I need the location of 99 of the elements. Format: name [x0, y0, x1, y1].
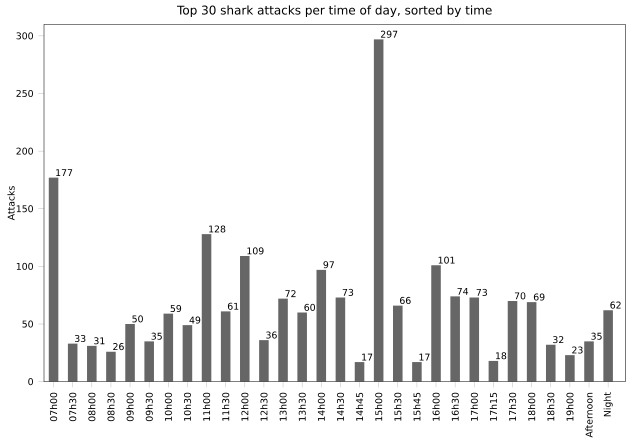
bar [164, 314, 174, 382]
data-label: 101 [438, 256, 455, 264]
data-label: 60 [304, 304, 316, 311]
x-tick-label: 08h30 [107, 392, 115, 422]
x-tick-label: 09h00 [126, 392, 134, 422]
x-tick-label: 14h45 [356, 392, 364, 421]
bar [508, 300, 518, 382]
data-label: 70 [514, 292, 526, 300]
bar [526, 302, 536, 382]
chart-title: Top 30 shark attacks per time of day, sorted by time [177, 5, 492, 17]
data-label: 17 [420, 354, 430, 360]
x-tick-label: 17h15 [490, 392, 497, 421]
data-label: 69 [534, 293, 544, 301]
data-label: 59 [170, 305, 182, 312]
x-tick-label: 14h30 [336, 392, 344, 421]
x-tick-label: 19h00 [566, 392, 574, 421]
bar [125, 324, 135, 382]
data-label: 72 [285, 290, 296, 298]
bar [220, 311, 230, 382]
data-label: 73 [342, 288, 354, 296]
bar [336, 298, 346, 382]
bar [488, 360, 498, 382]
x-tick-label: 17h30 [508, 392, 516, 421]
x-tick-label: 17h00 [470, 392, 478, 421]
x-tick-label: 14h00 [318, 392, 325, 421]
x-tick-label: 07h00 [50, 392, 58, 422]
x-tick-label: 15h00 [375, 392, 382, 421]
bar [48, 178, 58, 382]
data-label: 297 [380, 30, 398, 38]
bar [603, 310, 613, 382]
data-label: 31 [94, 337, 104, 344]
bar [182, 325, 192, 382]
data-label: 66 [400, 296, 411, 304]
bar [469, 298, 480, 382]
data-label: 128 [209, 225, 226, 233]
bar [412, 362, 422, 382]
data-label: 26 [113, 343, 124, 350]
x-tick-label: 12h00 [241, 392, 248, 421]
bar [584, 341, 594, 382]
bar [450, 296, 460, 382]
x-tick-label: 07h30 [69, 392, 76, 422]
data-label: 36 [266, 332, 277, 339]
x-tick-label: 09h30 [146, 392, 153, 422]
y-tick-label: 250 [16, 90, 33, 98]
y-tick-label: 150 [16, 205, 33, 212]
y-tick-label: 300 [16, 32, 33, 40]
bar [87, 346, 97, 382]
x-tick-label: 13h30 [298, 392, 306, 421]
data-label: 49 [189, 316, 200, 324]
x-tick-label: 11h00 [202, 392, 210, 421]
x-tick-label: 18h30 [547, 392, 554, 421]
x-tick-label: Night [604, 392, 613, 416]
data-label: 74 [458, 288, 468, 295]
bar [68, 344, 78, 382]
x-tick-label: 12h30 [260, 392, 268, 421]
bar [316, 270, 326, 382]
bar [202, 234, 212, 382]
data-label: 50 [132, 315, 143, 322]
data-label: 62 [610, 302, 621, 309]
x-tick-label: 08h00 [88, 392, 96, 422]
x-tick-label: 16h30 [452, 392, 459, 421]
bar [144, 341, 154, 382]
data-label: 73 [476, 288, 487, 296]
bar [297, 312, 307, 382]
bar [240, 256, 250, 382]
data-label: 97 [323, 261, 334, 268]
bar [374, 39, 384, 382]
x-tick-label: 10h00 [164, 392, 172, 421]
x-tick-label: 11h30 [222, 392, 230, 421]
x-tick-label: 13h00 [279, 392, 287, 421]
x-tick-label: Afternoon [585, 392, 593, 438]
bar [565, 355, 575, 382]
bar [354, 362, 364, 382]
y-tick-label: 200 [16, 148, 33, 155]
data-label: 18 [496, 352, 506, 360]
data-label: 35 [591, 332, 602, 340]
data-label: 32 [553, 336, 564, 344]
y-tick-label: 100 [16, 262, 33, 270]
x-tick-label: 15h30 [394, 392, 402, 421]
x-tick-label: 18h00 [528, 392, 536, 421]
data-label: 35 [151, 332, 162, 340]
data-label: 61 [228, 302, 238, 310]
bar [393, 306, 403, 382]
bar [278, 298, 288, 382]
y-tick-label: 0 [28, 378, 33, 386]
data-label: 17 [362, 354, 372, 360]
bar [431, 265, 441, 382]
bar [106, 352, 116, 382]
y-axis-title: Attacks [7, 186, 15, 220]
data-label: 33 [74, 334, 86, 342]
data-label: 109 [247, 247, 264, 254]
x-tick-label: 10h30 [184, 392, 192, 421]
bar [546, 344, 556, 382]
x-tick-label: 15h45 [413, 392, 421, 421]
data-label: 177 [56, 169, 72, 176]
bar [259, 340, 269, 382]
data-label: 23 [572, 346, 583, 354]
y-tick-label: 50 [22, 320, 33, 328]
x-tick-label: 16h00 [432, 392, 440, 421]
